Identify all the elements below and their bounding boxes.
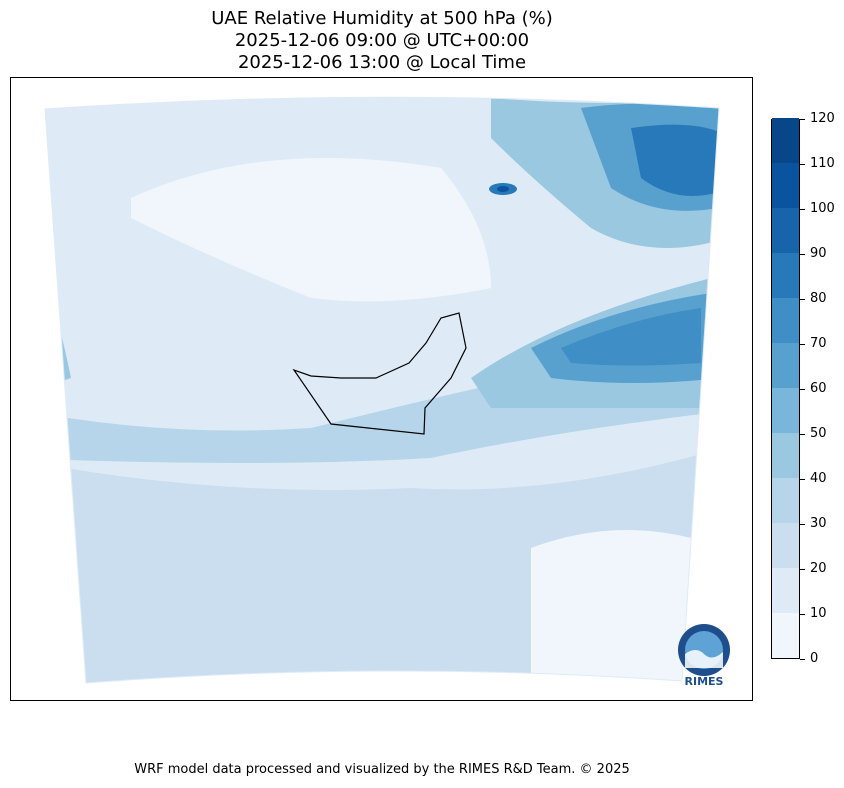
colorbar-tick-mark [800, 119, 805, 120]
map-subtitle-local: 2025-12-06 13:00 @ Local Time [237, 52, 527, 73]
colorbar-tick-label: 30 [810, 516, 827, 531]
colorbar-tick-mark [800, 434, 805, 435]
colorbar-tick-label: 110 [810, 156, 835, 171]
band-0-10-southeast [531, 530, 691, 681]
map-subtitle-utc: 2025-12-06 09:00 @ UTC+00:00 [234, 30, 530, 51]
colorbar-segment [772, 343, 799, 388]
svg-text:RIMES: RIMES [685, 675, 724, 688]
band-70-80-east [561, 308, 701, 366]
band-80-90-northeast [631, 124, 719, 196]
band-0-10-central [131, 158, 491, 302]
footer-credit: WRF model data processed and visualized … [134, 762, 630, 777]
colorbar-tick-label: 90 [810, 246, 827, 261]
rimes-logo: RIMES [678, 624, 730, 688]
colorbar-tick-label: 50 [810, 426, 827, 441]
colorbar-tick-label: 10 [810, 606, 827, 621]
colorbar [771, 118, 800, 659]
colorbar-segment [772, 613, 799, 658]
colorbar-tick-mark [800, 569, 805, 570]
colorbar-segment [772, 163, 799, 208]
colorbar-segment [772, 568, 799, 613]
colorbar-segment [772, 478, 799, 523]
map-title: UAE Relative Humidity at 500 hPa (%) [211, 8, 553, 29]
colorbar-segment [772, 298, 799, 343]
colorbar-tick-mark [800, 254, 805, 255]
colorbar-tick-label: 70 [810, 336, 827, 351]
colorbar-tick-mark [800, 524, 805, 525]
colorbar-tick-mark [800, 299, 805, 300]
band-50-60-west [45, 208, 56, 368]
humidity-field [44, 96, 720, 684]
colorbar-tick-label: 0 [810, 651, 819, 666]
colorbar-tick-mark [800, 389, 805, 390]
colorbar-tick-mark [800, 659, 805, 660]
colorbar-tick-label: 80 [810, 291, 827, 306]
colorbar-tick-label: 60 [810, 381, 827, 396]
colorbar-segment [772, 118, 799, 163]
colorbar-segment [772, 208, 799, 253]
colorbar-tick-label: 20 [810, 561, 827, 576]
colorbar-segment [772, 523, 799, 568]
colorbar-tick-mark [800, 614, 805, 615]
colorbar-tick-label: 40 [810, 471, 827, 486]
colorbar-tick-mark [800, 164, 805, 165]
colorbar-segment [772, 253, 799, 298]
colorbar-tick-mark [800, 344, 805, 345]
map-panel [10, 77, 753, 701]
uae-border [292, 312, 467, 435]
colorbar-segment [772, 433, 799, 478]
domain-boundary [44, 96, 720, 684]
colorbar-segment [772, 388, 799, 433]
colorbar-tick-label: 120 [810, 111, 835, 126]
colorbar-tick-mark [800, 479, 805, 480]
colorbar-tick-label: 100 [810, 201, 835, 216]
colorbar-tick-mark [800, 209, 805, 210]
band-30-40 [45, 328, 719, 463]
cell-100-110 [497, 186, 509, 192]
